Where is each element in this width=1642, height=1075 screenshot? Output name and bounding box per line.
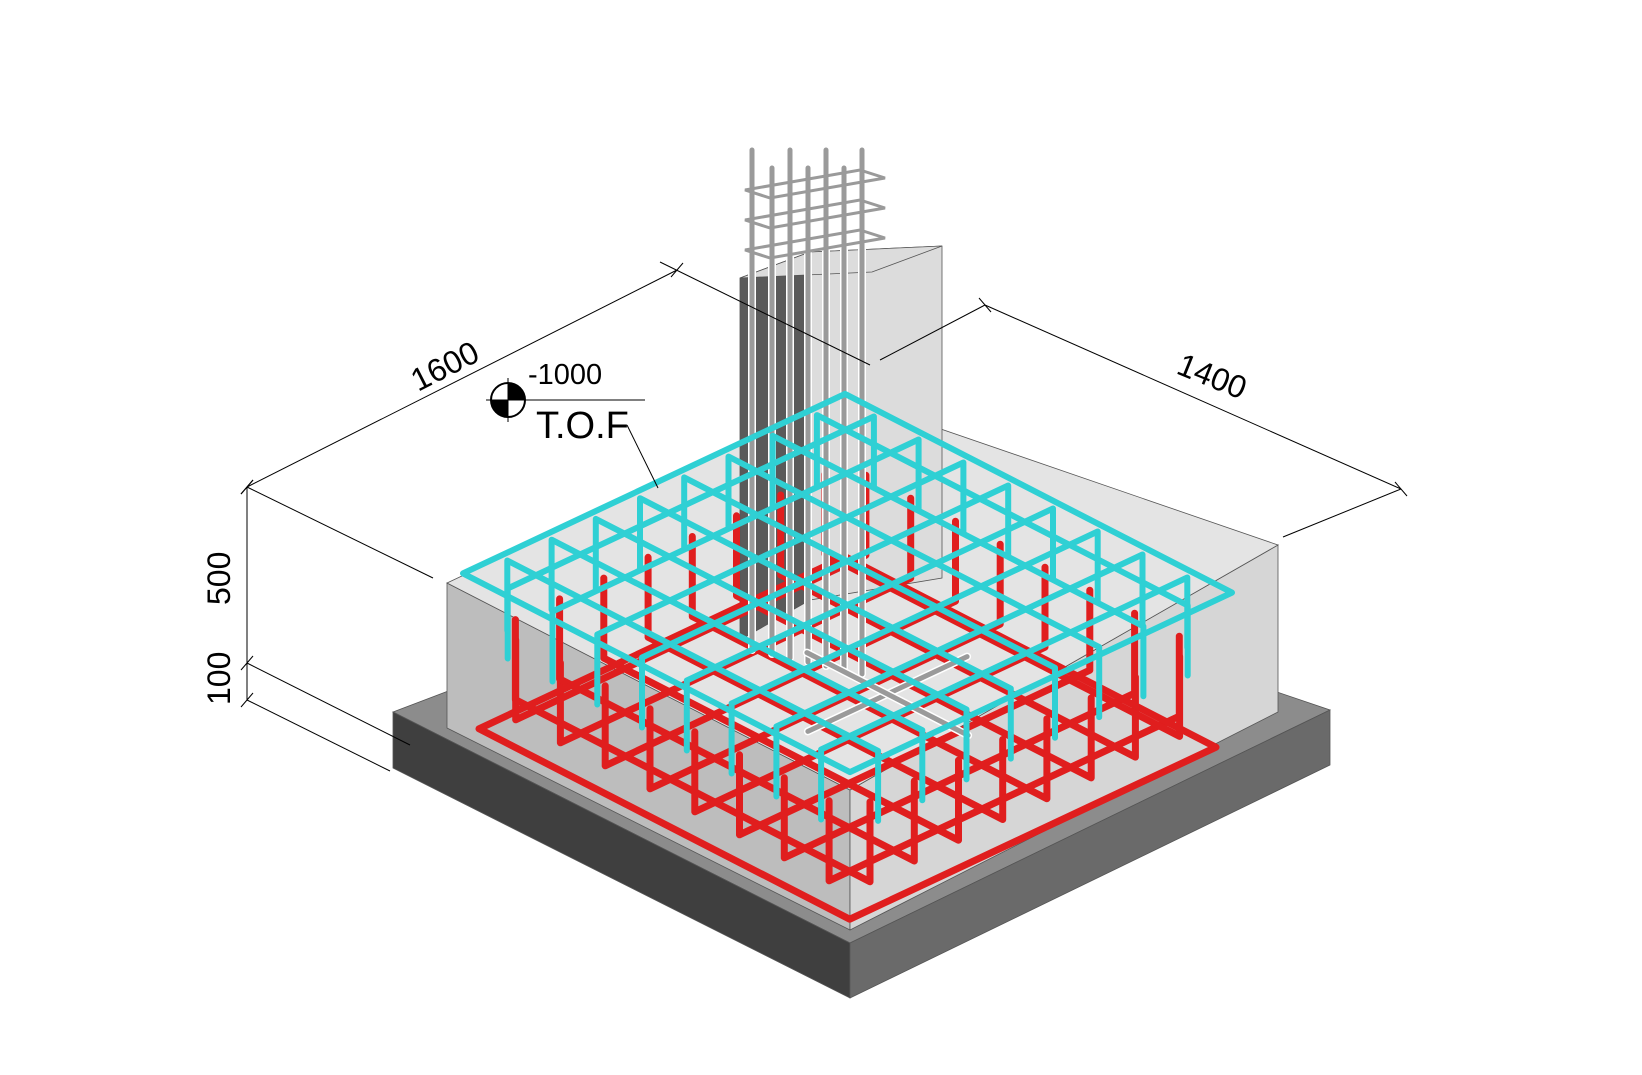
bottom-rebar-perimeter (475, 553, 1220, 923)
top-rebar-bar (637, 495, 1014, 762)
level-elevation: -1000 (528, 359, 602, 391)
top-rebar-bar (773, 551, 1146, 800)
column-rebar-cage (744, 146, 973, 740)
top-rebar-bar (592, 515, 970, 783)
top-rebar-bar (549, 436, 922, 685)
top-rebar-bar (683, 505, 1056, 754)
dimension-blinding-height-label: 100 (201, 652, 237, 705)
top-rebar-bar (725, 453, 1103, 721)
top-rebar-bar (681, 474, 1058, 741)
dimension-length-label: 1600 (405, 334, 485, 398)
level-marker: -1000 T.O.F (486, 359, 659, 489)
top-rebar-perimeter (460, 390, 1235, 776)
level-label: T.O.F (536, 405, 629, 447)
top-rebar-bar (813, 412, 1191, 679)
starter-bar (804, 650, 971, 738)
dimension-vertical: 500 100 (201, 479, 411, 772)
column-tie (744, 198, 886, 230)
blinding-right-face (849, 709, 1331, 999)
top-rebar-bar (548, 536, 926, 804)
column-tie (744, 228, 886, 260)
top-rebar-bar (594, 459, 967, 708)
top-rebar-bar (639, 482, 1012, 731)
dimension-footing-height-label: 500 (201, 552, 237, 605)
top-rebar-bar (728, 528, 1101, 777)
top-rebar-bar (769, 432, 1147, 700)
column-tie (744, 168, 886, 200)
dimension-width-label: 1400 (1172, 346, 1251, 406)
top-rebar-cage (460, 390, 1235, 824)
